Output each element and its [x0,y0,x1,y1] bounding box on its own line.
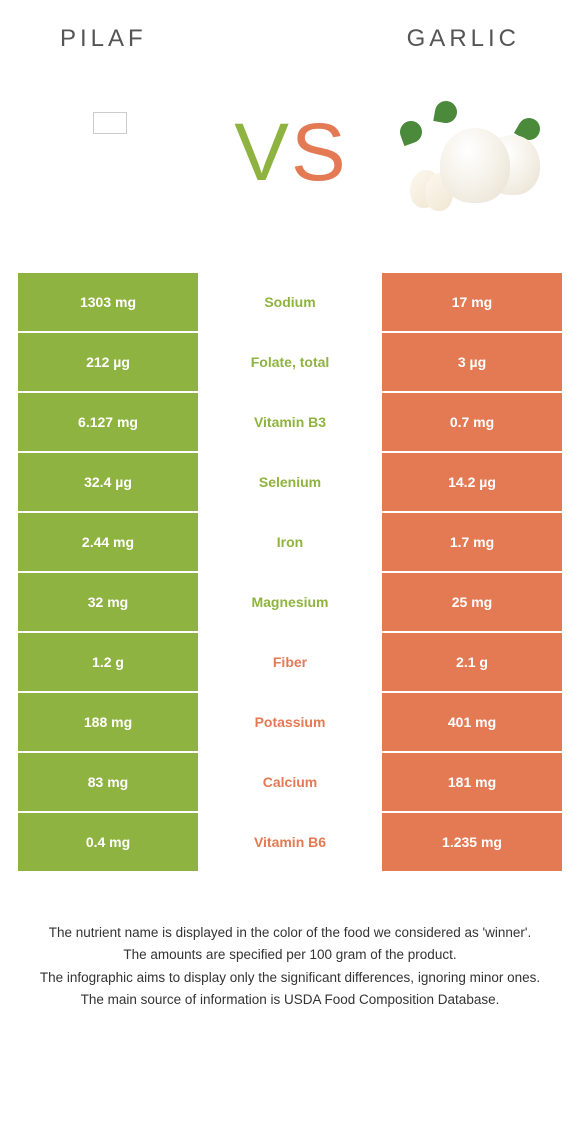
left-value-cell: 0.4 mg [18,813,198,871]
vs-v: V [234,112,289,194]
left-value-cell: 1303 mg [18,273,198,331]
right-food-image [380,73,560,233]
right-value-cell: 25 mg [382,573,562,631]
footnote-line: The amounts are specified per 100 gram o… [30,945,550,965]
table-row: 1.2 gFiber2.1 g [18,633,562,691]
left-value-cell: 6.127 mg [18,393,198,451]
pilaf-placeholder-icon [93,112,127,134]
footnotes: The nutrient name is displayed in the co… [0,873,580,1010]
footnote-line: The main source of information is USDA F… [30,990,550,1010]
right-food-title: GARLIC [407,25,520,53]
table-row: 188 mgPotassium401 mg [18,693,562,751]
footnote-line: The nutrient name is displayed in the co… [30,923,550,943]
nutrient-label-cell: Vitamin B6 [198,813,382,871]
nutrient-label-cell: Fiber [198,633,382,691]
right-value-cell: 0.7 mg [382,393,562,451]
right-value-cell: 2.1 g [382,633,562,691]
nutrient-label-cell: Sodium [198,273,382,331]
nutrient-label-cell: Vitamin B3 [198,393,382,451]
left-value-cell: 188 mg [18,693,198,751]
nutrient-label-cell: Folate, total [198,333,382,391]
left-value-cell: 1.2 g [18,633,198,691]
right-value-cell: 181 mg [382,753,562,811]
right-value-cell: 401 mg [382,693,562,751]
vs-s: S [291,112,346,194]
nutrient-label-cell: Calcium [198,753,382,811]
hero-section: V S [0,63,580,273]
left-value-cell: 212 µg [18,333,198,391]
header: PILAF GARLIC [0,0,580,63]
garlic-icon [390,93,550,213]
table-row: 83 mgCalcium181 mg [18,753,562,811]
vs-label: V S [234,112,345,194]
nutrient-label-cell: Potassium [198,693,382,751]
table-row: 0.4 mgVitamin B61.235 mg [18,813,562,871]
table-row: 212 µgFolate, total3 µg [18,333,562,391]
table-row: 1303 mgSodium17 mg [18,273,562,331]
left-value-cell: 32.4 µg [18,453,198,511]
table-row: 6.127 mgVitamin B30.7 mg [18,393,562,451]
left-value-cell: 83 mg [18,753,198,811]
left-food-title: PILAF [60,25,147,53]
nutrient-comparison-table: 1303 mgSodium17 mg212 µgFolate, total3 µ… [0,273,580,871]
table-row: 32 mgMagnesium25 mg [18,573,562,631]
right-value-cell: 3 µg [382,333,562,391]
nutrient-label-cell: Magnesium [198,573,382,631]
table-row: 2.44 mgIron1.7 mg [18,513,562,571]
left-value-cell: 2.44 mg [18,513,198,571]
footnote-line: The infographic aims to display only the… [30,968,550,988]
right-value-cell: 1.7 mg [382,513,562,571]
right-value-cell: 1.235 mg [382,813,562,871]
left-food-image [20,73,200,233]
table-row: 32.4 µgSelenium14.2 µg [18,453,562,511]
nutrient-label-cell: Iron [198,513,382,571]
left-value-cell: 32 mg [18,573,198,631]
right-value-cell: 14.2 µg [382,453,562,511]
nutrient-label-cell: Selenium [198,453,382,511]
right-value-cell: 17 mg [382,273,562,331]
